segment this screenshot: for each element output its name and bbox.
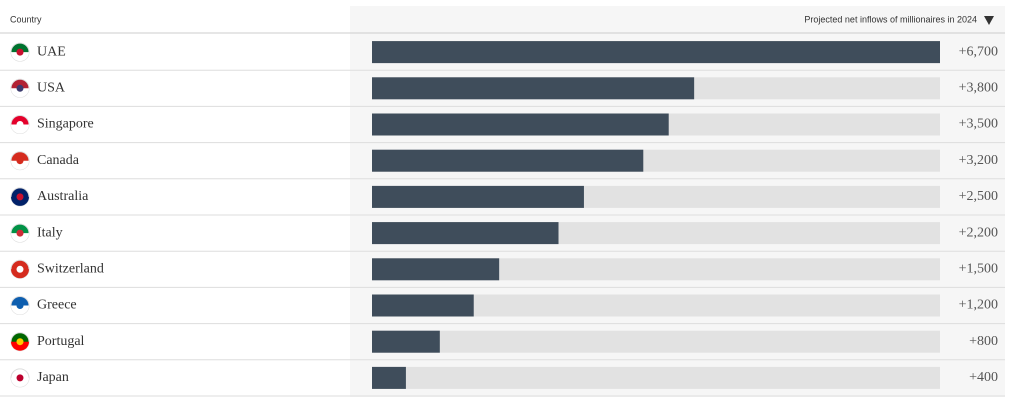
- bar: [372, 185, 584, 208]
- value-label: +1,500: [959, 262, 998, 277]
- flag: [16, 84, 24, 92]
- category-label: Greece: [37, 298, 77, 313]
- sort-arrow[interactable]: [984, 16, 994, 25]
- flag: [11, 88, 29, 98]
- bar: [372, 77, 695, 100]
- category-label: Switzerland: [37, 262, 104, 277]
- category-header: Country: [10, 14, 42, 24]
- category-label: UAE: [37, 44, 66, 59]
- value-label: +800: [969, 334, 998, 349]
- bar: [372, 258, 500, 281]
- flag: [11, 233, 29, 243]
- bar: [372, 113, 669, 136]
- flag: [11, 305, 29, 315]
- category-label: Italy: [37, 225, 63, 240]
- flag: [16, 193, 24, 201]
- bar: [372, 294, 474, 317]
- bar: [372, 222, 559, 245]
- bar: [372, 366, 406, 389]
- value-label: +3,500: [959, 117, 998, 132]
- flag: [16, 48, 24, 56]
- bar-track: [372, 294, 940, 317]
- flag: [11, 52, 29, 62]
- flag: [11, 124, 29, 134]
- category-label: Japan: [37, 370, 69, 385]
- flag: [16, 157, 24, 165]
- flag: [11, 377, 29, 387]
- category-label: Canada: [37, 153, 80, 168]
- flag: [16, 302, 24, 309]
- flag: [11, 196, 29, 206]
- category-label: Singapore: [37, 117, 94, 132]
- category-label: USA: [37, 81, 66, 96]
- value-label: +2,500: [959, 189, 998, 204]
- value-label: +3,200: [959, 153, 998, 168]
- value-header[interactable]: Projected net inflows of millionaires in…: [804, 14, 977, 24]
- value-label: +2,200: [959, 225, 998, 240]
- value-label: +3,800: [959, 81, 998, 96]
- flag: [16, 265, 24, 273]
- bar: [372, 41, 940, 64]
- bar: [372, 330, 440, 353]
- bar-track: [372, 330, 940, 353]
- flag: [11, 160, 29, 170]
- value-label: +400: [969, 370, 998, 385]
- flag: [11, 341, 29, 351]
- flag: [16, 229, 24, 237]
- bar-track: [372, 258, 940, 281]
- bar: [372, 149, 644, 172]
- category-label: Portugal: [37, 334, 85, 349]
- category-label: Australia: [37, 189, 89, 204]
- flag: [11, 269, 29, 279]
- flag: [16, 121, 24, 128]
- flag: [16, 374, 24, 382]
- bar-track: [372, 366, 940, 389]
- flag: [16, 338, 24, 346]
- value-label: +6,700: [959, 44, 998, 59]
- value-label: +1,200: [959, 298, 998, 313]
